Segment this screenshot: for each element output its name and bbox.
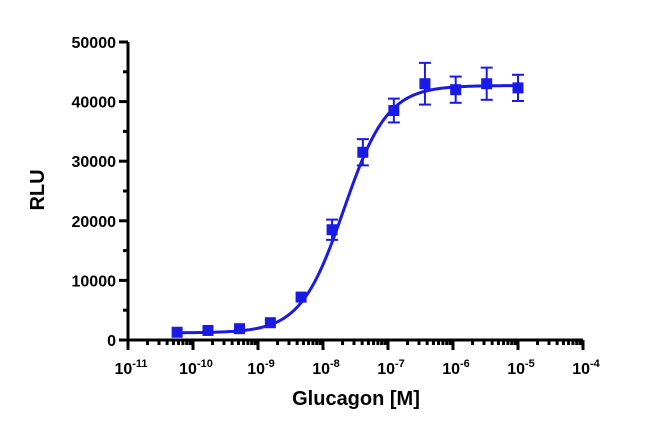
x-tick-label: 10-10: [179, 358, 213, 378]
y-tick-label: 50000: [72, 35, 117, 52]
y-tick-label: 40000: [72, 95, 117, 112]
x-tick-label: 10-8: [312, 358, 340, 378]
data-point: [234, 323, 246, 335]
x-tick-label: 10-5: [507, 358, 535, 378]
x-tick-label: 10-4: [572, 358, 600, 378]
x-axis: 10-11 10-10 10-9 10-8 10-7 10-6 10-5 10-4: [114, 340, 601, 378]
fit-curve: [177, 84, 519, 335]
data-point: [388, 105, 400, 117]
y-tick-label: 0: [107, 333, 116, 350]
plot-area: [171, 61, 524, 338]
data-point: [171, 326, 183, 338]
data-point: [264, 317, 276, 329]
x-tick-label: 10-11: [114, 358, 147, 378]
data-point: [419, 78, 431, 90]
y-axis-title: RLU: [27, 169, 49, 210]
x-tick-label: 10-6: [442, 358, 470, 378]
data-point: [202, 324, 214, 336]
x-axis-title: Glucagon [M]: [292, 388, 420, 410]
y-tick-label: 20000: [72, 214, 117, 231]
data-point: [326, 224, 338, 236]
data-point: [295, 291, 307, 303]
y-axis: 0 10000 20000 30000 40000 50000: [72, 35, 128, 350]
y-tick-label: 10000: [72, 273, 117, 290]
data-point: [450, 84, 462, 96]
data-point: [357, 146, 369, 158]
x-tick-label: 10-9: [247, 358, 275, 378]
y-tick-label: 30000: [72, 154, 117, 171]
data-point: [512, 82, 524, 94]
data-point: [481, 78, 493, 90]
x-tick-label: 10-7: [377, 358, 405, 378]
